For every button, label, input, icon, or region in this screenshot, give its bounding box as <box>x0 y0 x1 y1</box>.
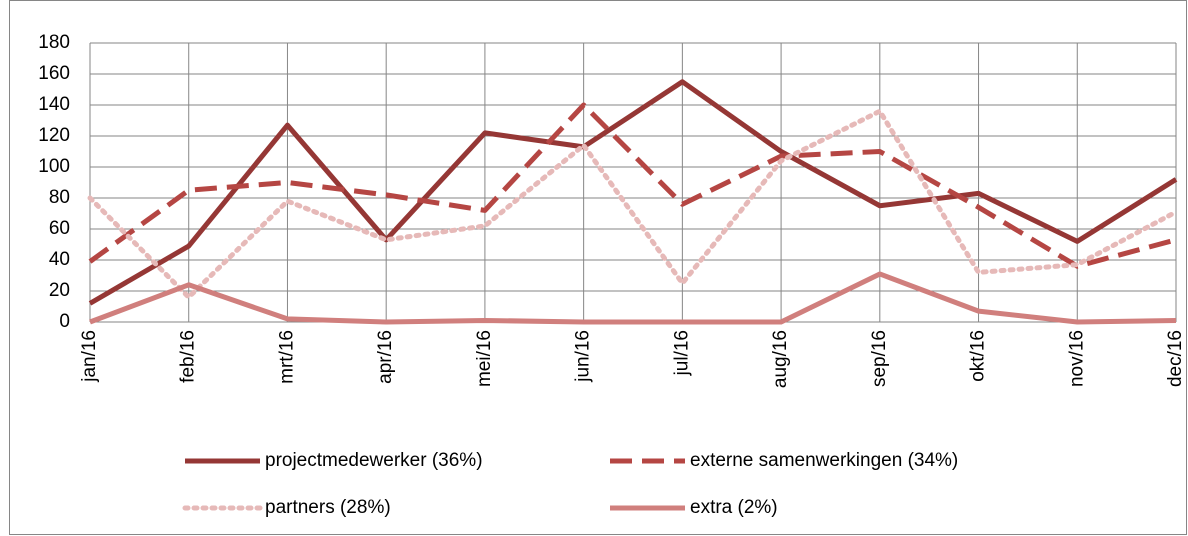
x-tick-label: nov/16 <box>1066 330 1087 387</box>
series-line <box>88 79 1178 306</box>
series-line <box>87 108 1179 300</box>
y-tick-label: 140 <box>38 94 70 115</box>
y-tick-label: 40 <box>49 249 70 270</box>
chart-frame <box>9 0 1187 535</box>
series-line <box>88 102 1177 269</box>
x-tick-label: jul/16 <box>671 330 692 376</box>
x-tick-label: apr/16 <box>375 330 396 384</box>
legend-label: partners (28%) <box>265 497 391 518</box>
y-tick-label: 60 <box>49 218 70 239</box>
y-tick-label: 180 <box>38 32 70 53</box>
series-line <box>89 271 1177 325</box>
x-tick-label: sep/16 <box>869 330 890 387</box>
legend-label: extra (2%) <box>690 497 778 518</box>
x-tick-label: mrt/16 <box>276 330 297 384</box>
x-tick-label: aug/16 <box>770 330 791 388</box>
y-tick-label: 80 <box>49 187 70 208</box>
legend-label: externe samenwerkingen (34%) <box>690 450 958 471</box>
x-tick-label: feb/16 <box>178 330 199 383</box>
y-tick-label: 0 <box>59 311 70 332</box>
x-tick-label: mei/16 <box>474 330 495 387</box>
y-tick-label: 160 <box>38 63 70 84</box>
legend-label: projectmedewerker (36%) <box>265 450 483 471</box>
x-tick-label: dec/16 <box>1165 330 1186 387</box>
y-tick-label: 20 <box>49 280 70 301</box>
y-tick-label: 120 <box>38 125 70 146</box>
x-tick-label: jan/16 <box>79 330 100 383</box>
y-tick-label: 100 <box>38 156 70 177</box>
x-tick-label: jun/16 <box>573 330 594 383</box>
x-tick-label: okt/16 <box>968 330 989 382</box>
